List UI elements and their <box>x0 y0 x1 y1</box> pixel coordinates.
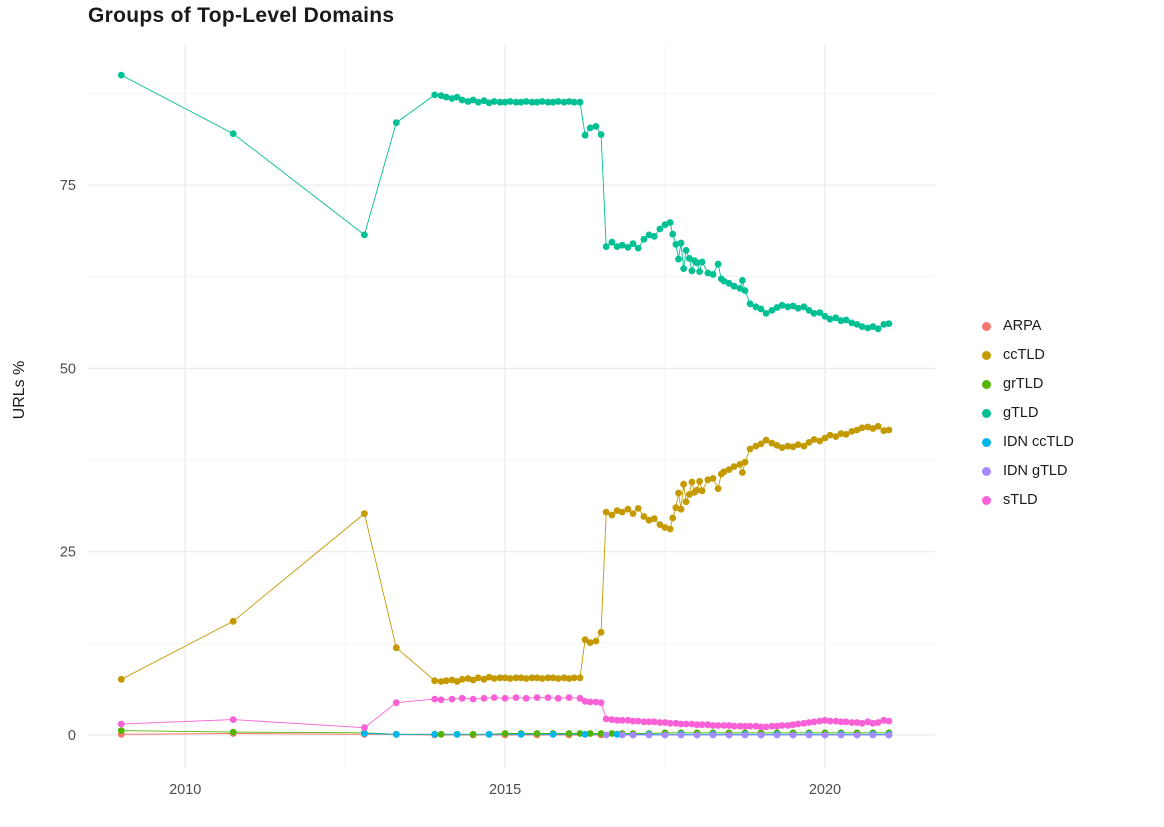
svg-text:25: 25 <box>60 545 76 561</box>
legend-label: sTLD <box>1003 492 1038 508</box>
legend-label: grTLD <box>1003 376 1044 392</box>
legend-item-stld: sTLD <box>982 490 1074 510</box>
legend-key-dot-icon <box>982 321 991 331</box>
legend-item-cctld: ccTLD <box>982 345 1074 365</box>
legend-key-dot-icon <box>982 437 991 447</box>
legend-label: ccTLD <box>1003 347 1045 363</box>
legend-key-dot-icon <box>982 379 991 389</box>
svg-text:75: 75 <box>60 178 76 194</box>
legend-item-grtld: grTLD <box>982 374 1074 394</box>
svg-text:50: 50 <box>60 361 76 377</box>
legend-label: IDN ccTLD <box>1003 434 1074 450</box>
svg-text:2020: 2020 <box>809 782 841 798</box>
svg-text:2010: 2010 <box>169 782 201 798</box>
series-points <box>117 71 893 739</box>
svg-text:0: 0 <box>68 728 76 744</box>
gridlines-minor <box>88 45 935 768</box>
legend-item-idn-cctld: IDN ccTLD <box>982 432 1074 452</box>
legend-label: ARPA <box>1003 318 1042 334</box>
legend-label: IDN gTLD <box>1003 463 1068 479</box>
chart-title: Groups of Top-Level Domains <box>88 4 395 27</box>
legend-key-dot-icon <box>982 408 991 418</box>
legend-key-dot-icon <box>982 466 991 476</box>
axis-tick-labels: 0 25 50 75 2010 2015 2020 <box>60 178 841 798</box>
legend-key-dot-icon <box>982 350 991 360</box>
legend-key-dot-icon <box>982 495 991 505</box>
legend: ARPA ccTLD grTLD gTLD IDN ccTLD IDN gTLD sTLD <box>982 316 1074 510</box>
gridlines-major <box>88 45 935 768</box>
legend-item-idn-gtld: IDN gTLD <box>982 461 1074 481</box>
legend-label: gTLD <box>1003 405 1039 421</box>
legend-item-arpa: ARPA <box>982 316 1074 336</box>
svg-text:2015: 2015 <box>489 782 521 798</box>
legend-item-gtld: gTLD <box>982 403 1074 423</box>
